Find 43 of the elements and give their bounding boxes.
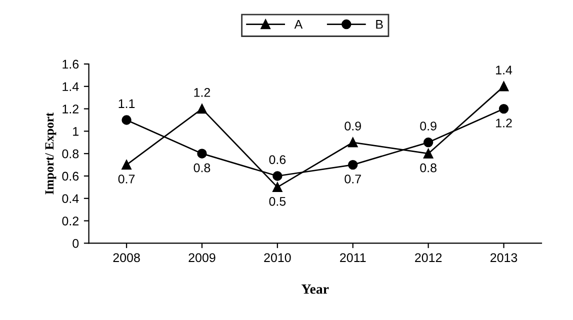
y-tick-label: 0.2 <box>62 216 78 226</box>
point <box>122 115 132 125</box>
x-tick-label: 2011 <box>340 253 366 262</box>
legend-label: B <box>376 20 383 29</box>
data-label: 0.6 <box>269 155 286 164</box>
point <box>197 104 207 114</box>
y-tick-label: 1 <box>73 127 78 136</box>
data-label: 0.9 <box>344 122 361 130</box>
y-tick-label: 0.6 <box>62 172 79 181</box>
data-label: 0.7 <box>344 174 361 184</box>
point <box>348 138 358 148</box>
point <box>272 171 282 181</box>
point <box>498 82 509 92</box>
x-tick-label: 2012 <box>415 253 442 262</box>
data-label: 0.9 <box>420 122 436 130</box>
x-tick-label: 2010 <box>264 253 291 262</box>
data-label: 0.8 <box>420 163 436 172</box>
data-label: 0.8 <box>194 163 210 172</box>
point <box>122 160 132 170</box>
y-tick-label: 1.4 <box>62 82 79 91</box>
x-axis-title: Year <box>302 284 329 294</box>
point <box>423 138 434 148</box>
data-label: 1.2 <box>194 88 210 97</box>
data-label: 1.2 <box>496 118 512 128</box>
legend-label: A <box>294 20 303 29</box>
x-tick-label: 2008 <box>113 253 140 262</box>
data-label: 1.4 <box>496 66 512 74</box>
data-label: 1.1 <box>118 99 135 108</box>
y-tick-label: 1.2 <box>62 104 78 114</box>
point <box>498 104 509 114</box>
data-label: 0.5 <box>269 196 286 206</box>
point <box>423 148 434 158</box>
x-tick-label: 2009 <box>188 253 216 262</box>
point <box>272 182 282 192</box>
y-tick-label: 0.8 <box>62 149 79 158</box>
data-label: 0.7 <box>118 174 135 184</box>
point <box>197 148 207 158</box>
point <box>348 160 358 170</box>
y-tick-label: 0.4 <box>62 194 79 204</box>
y-tick-label: 0 <box>72 239 79 248</box>
y-axis-title: Import/ Export <box>45 112 56 194</box>
x-tick-label: 2013 <box>490 253 518 262</box>
y-tick-label: 1.6 <box>62 60 79 69</box>
